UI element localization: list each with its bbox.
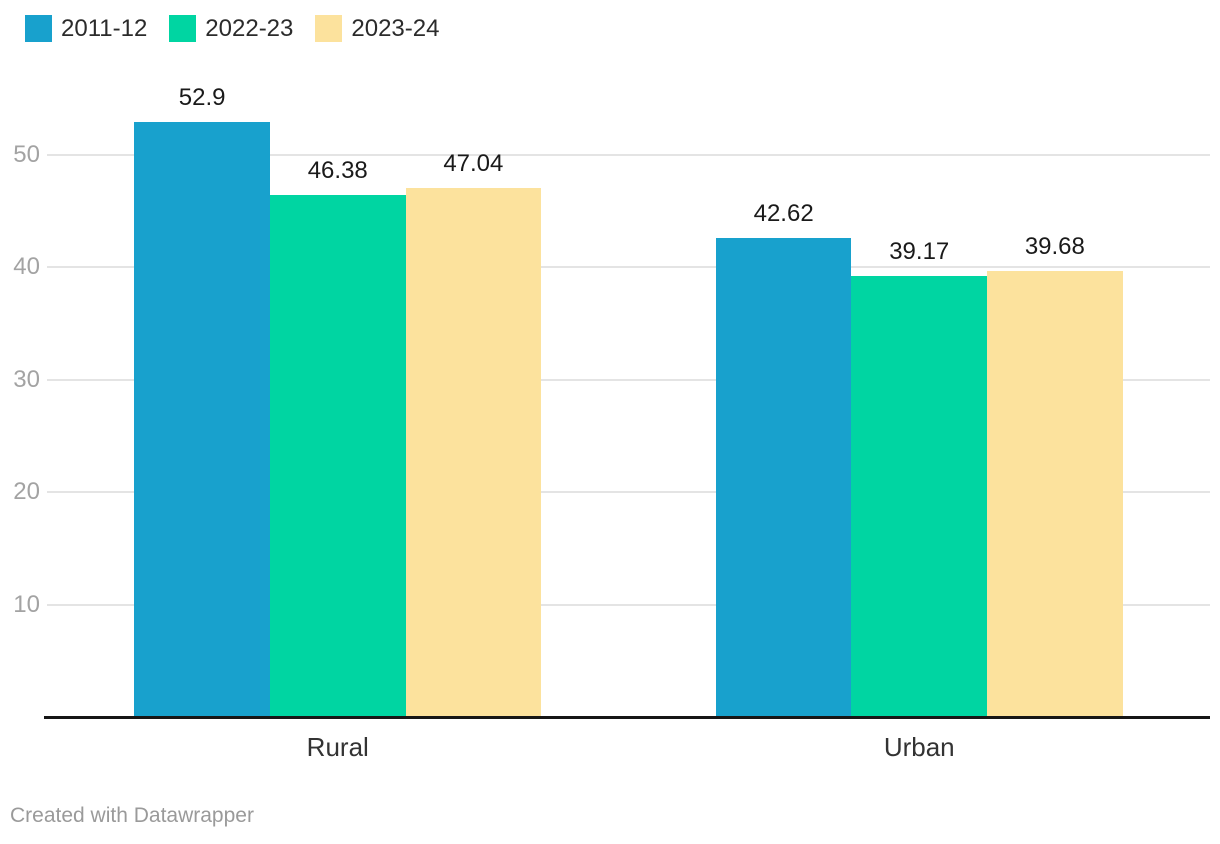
datawrapper-credit-link[interactable]: Created with Datawrapper [10, 804, 254, 827]
x-axis-category-label: Urban [883, 732, 955, 762]
y-gridline [47, 491, 1210, 493]
bar-value-label: 47.04 [443, 149, 504, 177]
y-gridline [47, 266, 1210, 268]
chart-legend: 2011-12 2022-23 2023-24 [25, 15, 439, 42]
bar-value-label: 52.9 [178, 83, 226, 111]
legend-swatch-icon [25, 15, 52, 42]
y-axis-tick-label: 30 [13, 365, 40, 393]
legend-swatch-icon [315, 15, 343, 42]
legend-label: 2023-24 [351, 15, 440, 42]
y-gridline [47, 153, 1210, 156]
legend-swatch-icon [169, 15, 197, 42]
x-axis-category-label: Rural [306, 732, 369, 762]
legend-item-2022-23: 2022-23 [169, 15, 293, 42]
legend-item-2023-24: 2023-24 [315, 15, 439, 42]
y-gridline [47, 378, 1210, 381]
bar-rural-2023-24[interactable] [405, 187, 542, 717]
y-axis-tick-label: 40 [13, 253, 40, 280]
legend-label: 2011-12 [61, 15, 148, 42]
bar-value-label: 42.62 [753, 199, 814, 227]
x-axis-line [44, 716, 1210, 719]
y-axis-tick-label: 50 [13, 140, 40, 168]
legend-label: 2022-23 [205, 15, 294, 42]
bar-value-label: 46.38 [307, 157, 368, 185]
bar-urban-2011-12[interactable] [715, 237, 852, 717]
bar-rural-2022-23[interactable] [269, 195, 406, 717]
y-gridline [47, 603, 1210, 606]
bar-rural-2011-12[interactable] [134, 121, 270, 717]
y-axis-tick-label: 10 [13, 590, 40, 618]
bar-value-label: 39.17 [889, 238, 950, 266]
bar-urban-2022-23[interactable] [851, 276, 988, 717]
legend-item-2011-12: 2011-12 [25, 15, 147, 42]
y-axis-tick-label: 20 [13, 478, 40, 505]
bar-urban-2023-24[interactable] [987, 270, 1123, 717]
bar-value-label: 39.68 [1024, 232, 1085, 260]
